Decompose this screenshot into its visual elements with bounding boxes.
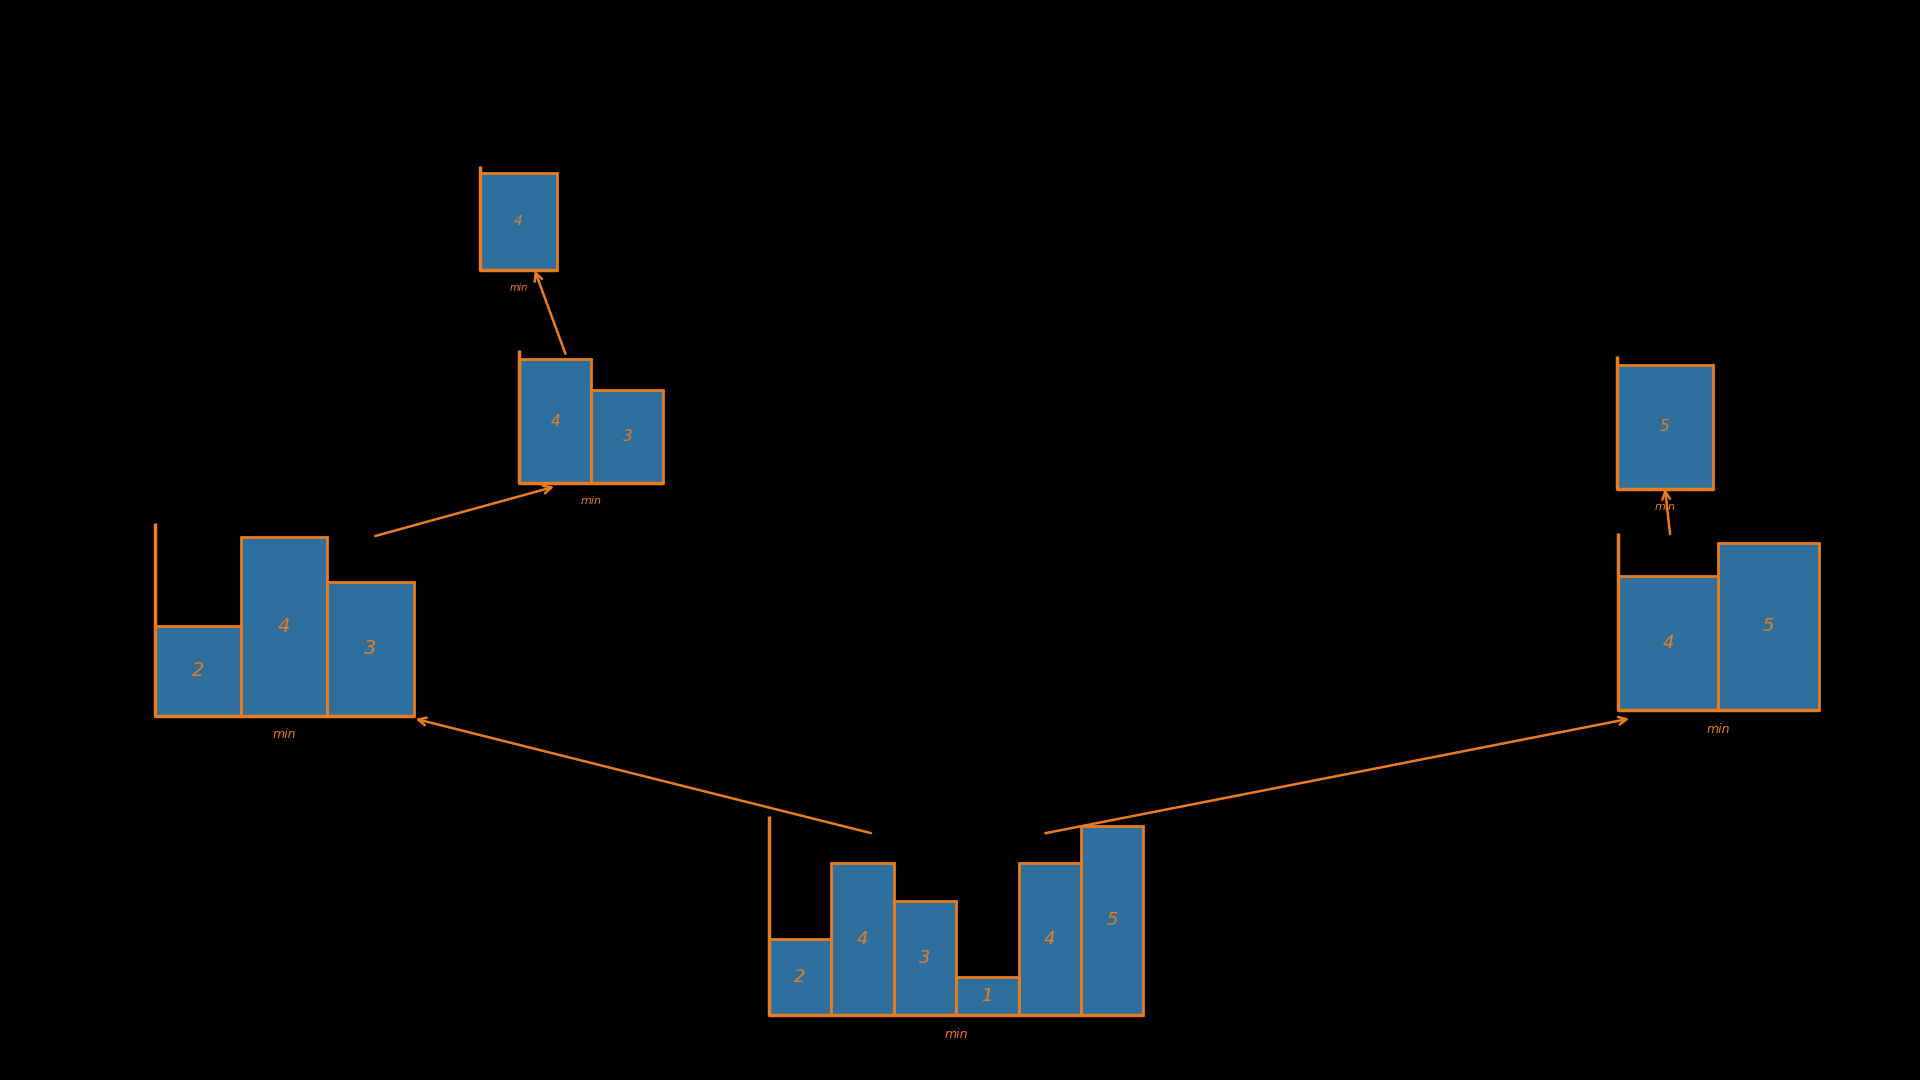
Text: min: min [1707, 724, 1730, 737]
Text: 4: 4 [856, 930, 868, 948]
Text: min: min [582, 497, 601, 507]
Bar [326, 582, 415, 716]
Bar [956, 976, 1018, 1015]
Text: 3: 3 [622, 429, 632, 444]
Text: 4: 4 [278, 617, 290, 636]
Text: 2: 2 [192, 661, 204, 680]
Text: min: min [1655, 501, 1674, 512]
Text: 3: 3 [920, 949, 931, 967]
Text: 1: 1 [981, 987, 993, 1004]
Bar [591, 390, 664, 483]
Text: 5: 5 [1659, 419, 1670, 434]
Text: 4: 4 [1663, 634, 1674, 652]
Bar [480, 173, 557, 270]
Text: 5: 5 [1763, 618, 1774, 635]
Text: 4: 4 [551, 414, 561, 429]
Bar [1718, 542, 1820, 711]
Text: 2: 2 [795, 968, 806, 986]
Bar [1081, 825, 1142, 1015]
Bar [831, 864, 893, 1015]
Bar [154, 626, 242, 716]
Bar [1018, 864, 1081, 1015]
Text: 4: 4 [1044, 930, 1056, 948]
Text: min: min [509, 283, 528, 293]
Bar [518, 359, 591, 483]
Bar [1617, 365, 1713, 488]
Bar [1617, 577, 1718, 711]
Text: 5: 5 [1106, 912, 1117, 929]
Text: min: min [273, 729, 296, 742]
Text: 4: 4 [515, 215, 522, 228]
Bar [768, 939, 831, 1015]
Bar [242, 538, 326, 716]
Text: 3: 3 [365, 639, 376, 658]
Bar [893, 901, 956, 1015]
Text: min: min [945, 1028, 968, 1041]
